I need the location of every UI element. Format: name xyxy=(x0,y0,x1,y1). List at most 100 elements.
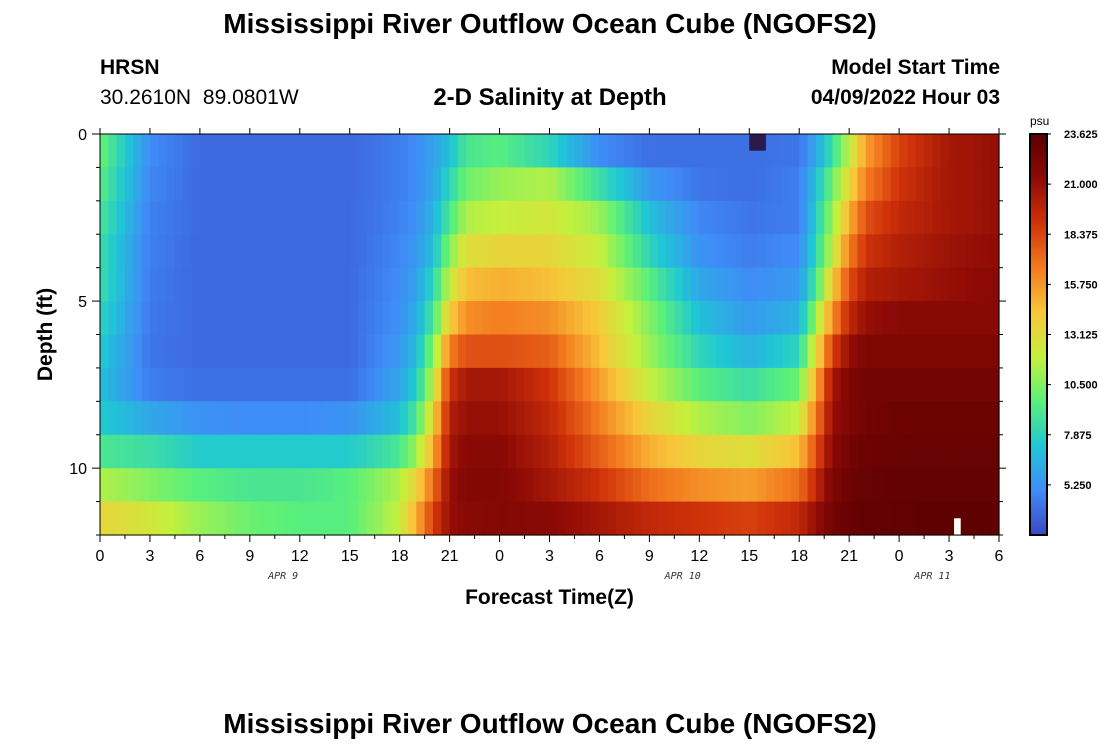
heatmap-cell xyxy=(840,501,850,536)
heatmap-cell xyxy=(907,501,917,536)
heatmap-cell xyxy=(283,434,293,469)
heatmap-cell xyxy=(657,401,667,436)
heatmap-cell xyxy=(899,134,909,169)
heatmap-cell xyxy=(974,434,983,469)
heatmap-cell xyxy=(824,468,834,503)
heatmap-cell xyxy=(924,267,933,302)
heatmap-cell xyxy=(258,301,268,336)
heatmap-cell xyxy=(482,267,492,302)
heatmap-cell xyxy=(724,301,734,336)
heatmap-cell xyxy=(574,134,584,169)
heatmap-cell xyxy=(724,234,734,269)
heatmap-cell xyxy=(358,367,367,402)
heatmap-cell xyxy=(807,367,817,402)
heatmap-cell xyxy=(799,401,809,436)
heatmap-cell xyxy=(199,334,209,369)
heatmap-cell xyxy=(116,134,126,169)
heatmap-cell xyxy=(266,134,276,169)
heatmap-cell xyxy=(291,200,301,235)
heatmap-cell xyxy=(657,200,667,235)
heatmap-cell xyxy=(607,167,617,202)
heatmap-cell xyxy=(982,401,992,436)
heatmap-cell xyxy=(333,301,342,336)
heatmap-cell xyxy=(183,134,193,169)
heatmap-cell xyxy=(266,367,276,402)
heatmap-cell xyxy=(915,501,925,536)
heatmap-cell xyxy=(674,401,684,436)
heatmap-cell xyxy=(865,401,875,436)
heatmap-cell xyxy=(466,200,476,235)
heatmap-cell xyxy=(815,334,825,369)
heatmap-cell xyxy=(599,167,609,202)
heatmap-cell xyxy=(674,301,684,336)
heatmap-cell xyxy=(774,134,784,169)
x-tick-label: 18 xyxy=(391,548,409,565)
heatmap-cell xyxy=(715,267,725,302)
heatmap-cell xyxy=(183,468,193,503)
heatmap-cell xyxy=(491,234,501,269)
heatmap-cell xyxy=(591,334,601,369)
heatmap-cell xyxy=(266,234,276,269)
heatmap-cell xyxy=(790,401,800,436)
heatmap-cell xyxy=(491,167,501,202)
heatmap-cell xyxy=(790,301,800,336)
heatmap-cell xyxy=(882,167,892,202)
heatmap-cell xyxy=(407,334,417,369)
heatmap-cell xyxy=(116,434,126,469)
heatmap-cell xyxy=(699,434,709,469)
heatmap-cell xyxy=(990,301,1000,336)
heatmap-cell xyxy=(865,200,875,235)
heatmap-cell xyxy=(358,401,367,436)
heatmap-cell xyxy=(865,167,875,202)
heatmap-cell xyxy=(624,468,634,503)
heatmap-cell xyxy=(774,167,784,202)
heatmap-cell xyxy=(691,200,700,235)
heatmap-cell xyxy=(399,134,409,169)
heatmap-cell xyxy=(499,434,509,469)
heatmap-cell xyxy=(865,468,875,503)
heatmap-cell xyxy=(732,401,742,436)
heatmap-cell xyxy=(649,367,659,402)
heatmap-cell xyxy=(882,501,892,536)
heatmap-cell xyxy=(832,468,842,503)
heatmap-cell xyxy=(366,134,376,169)
heatmap-cell xyxy=(407,434,417,469)
heatmap-cell xyxy=(932,501,942,536)
heatmap-cell xyxy=(682,367,692,402)
heatmap-cell xyxy=(399,334,409,369)
heatmap-cell xyxy=(990,367,1000,402)
heatmap-cell xyxy=(274,200,284,235)
heatmap-cell xyxy=(108,468,118,503)
heatmap-cell xyxy=(765,167,775,202)
heatmap-cell xyxy=(208,434,218,469)
heatmap-cell xyxy=(632,134,642,169)
heatmap-cell xyxy=(432,301,442,336)
heatmap-cell xyxy=(582,167,592,202)
heatmap-cell xyxy=(732,200,742,235)
heatmap-cell xyxy=(224,434,234,469)
heatmap-cell xyxy=(499,200,509,235)
heatmap-cell xyxy=(940,267,950,302)
heatmap-cell xyxy=(890,501,900,536)
heatmap-cell xyxy=(308,468,318,503)
heatmap-cell xyxy=(890,267,900,302)
x-tick-label: 21 xyxy=(441,548,459,565)
heatmap-cell xyxy=(990,200,1000,235)
heatmap-cell xyxy=(616,367,626,402)
heatmap-cell xyxy=(857,234,867,269)
heatmap-cell xyxy=(815,134,825,169)
heatmap-cell xyxy=(507,334,517,369)
heatmap-cell xyxy=(491,468,501,503)
heatmap-cell xyxy=(524,468,534,503)
heatmap-cell xyxy=(274,301,284,336)
heatmap-cell xyxy=(965,501,975,536)
heatmap-cell xyxy=(233,167,243,202)
heatmap-cell xyxy=(882,468,892,503)
heatmap-cell xyxy=(216,134,226,169)
heatmap-cell xyxy=(616,501,626,536)
heatmap-cell xyxy=(607,434,617,469)
heatmap-cell xyxy=(149,134,159,169)
heatmap-cell xyxy=(141,267,151,302)
heatmap-cell xyxy=(541,334,551,369)
colorbar: 23.625 21.000 18.375 15.750 13.125 10.500 7.87… xyxy=(1029,129,1098,536)
